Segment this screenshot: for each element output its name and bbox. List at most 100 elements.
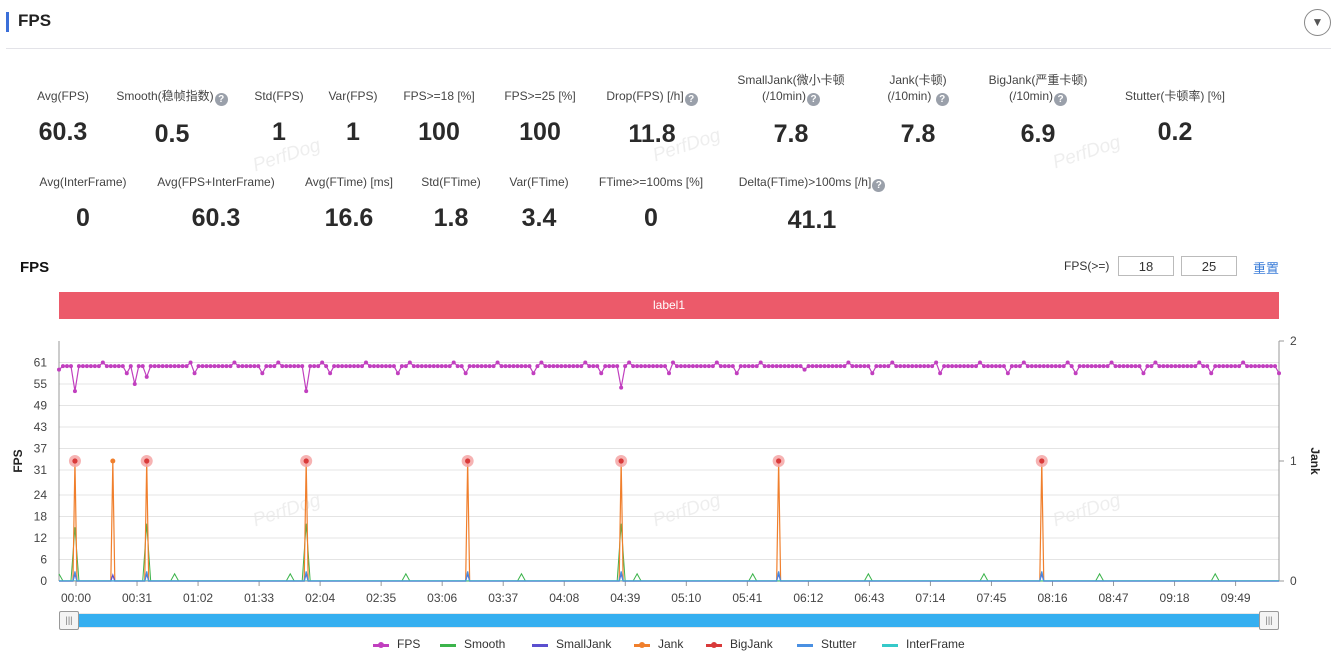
fps-point: [814, 364, 819, 369]
help-icon[interactable]: ?: [935, 93, 949, 106]
fps-point: [794, 364, 799, 369]
metric-avg-interframe: Avg(InterFrame) 0: [30, 174, 136, 233]
metric-value: 7.8: [773, 120, 809, 148]
fps-point: [419, 364, 424, 369]
help-icon[interactable]: ?: [872, 179, 886, 192]
fps-point: [168, 364, 173, 369]
fps-point: [128, 364, 133, 369]
fps-threshold-2-input[interactable]: [1181, 256, 1237, 276]
fps-point: [371, 364, 376, 369]
reset-link[interactable]: 重置: [1253, 261, 1280, 276]
metric-value: 100: [418, 118, 460, 146]
help-icon[interactable]: ?: [1054, 93, 1067, 106]
fps-point: [1277, 371, 1281, 376]
x-tick-label: 03:06: [427, 591, 457, 605]
fps-point: [451, 360, 456, 365]
series-line-jank: [59, 460, 1279, 582]
y-left-tick-label: 49: [34, 398, 48, 412]
fps-point: [256, 364, 261, 369]
x-tick-label: 05:41: [732, 591, 762, 605]
y-right-axis-title: Jank: [1308, 447, 1322, 475]
fps-point: [810, 364, 815, 369]
fps-point: [316, 364, 321, 369]
fps-point: [312, 364, 317, 369]
chevron-down-icon[interactable]: ▼: [1304, 9, 1331, 36]
fps-point: [1109, 360, 1114, 365]
metric-value: 1.8: [433, 204, 469, 232]
metric-value: 100: [519, 118, 561, 146]
fps-point: [862, 364, 867, 369]
fps-point: [587, 364, 592, 369]
fps-point: [180, 364, 185, 369]
fps-point: [886, 364, 891, 369]
fps-point: [324, 364, 329, 369]
fps-point: [292, 364, 297, 369]
y-left-tick-label: 43: [34, 420, 48, 434]
fps-point: [68, 364, 73, 369]
fps-point: [950, 364, 955, 369]
fps-point: [1141, 371, 1146, 376]
slider-right-handle[interactable]: |||: [1259, 611, 1279, 630]
panel-title: FPS: [18, 11, 52, 30]
fps-point: [1013, 364, 1018, 369]
fps-point: [898, 364, 903, 369]
fps-point: [212, 364, 217, 369]
fps-point: [344, 364, 349, 369]
y-left-tick-label: 18: [34, 510, 48, 524]
fps-point: [1121, 364, 1126, 369]
fps-point: [248, 364, 253, 369]
fps-point: [914, 364, 919, 369]
fps-point: [515, 364, 520, 369]
y-left-tick-label: 37: [34, 441, 48, 455]
label-band[interactable]: label1: [59, 292, 1279, 319]
bigjank-point: [618, 458, 624, 464]
fps-point: [1173, 364, 1178, 369]
fps-point: [1237, 364, 1242, 369]
fps-point: [296, 364, 301, 369]
slider-left-handle[interactable]: |||: [59, 611, 79, 630]
fps-point: [1181, 364, 1186, 369]
metric-label: FPS>=18 [%]: [403, 89, 475, 103]
fps-point: [1217, 364, 1222, 369]
fps-point: [1241, 360, 1246, 365]
fps-point: [599, 371, 604, 376]
fps-point: [379, 364, 384, 369]
fps-point: [348, 364, 353, 369]
fps-point: [1193, 364, 1198, 369]
fps-point: [192, 371, 197, 376]
fps-point: [882, 364, 887, 369]
fps-point: [459, 364, 464, 369]
fps-point: [57, 367, 61, 372]
fps-point: [659, 364, 664, 369]
fps-threshold-1-input[interactable]: [1118, 256, 1174, 276]
fps-point: [1097, 364, 1102, 369]
metric-label: Var(FTime): [509, 175, 569, 189]
fps-point: [1021, 360, 1026, 365]
fps-point: [1117, 364, 1122, 369]
x-tick-label: 08:47: [1099, 591, 1129, 605]
slider-selected-range[interactable]: [79, 614, 1259, 627]
metric-value: 16.6: [324, 204, 374, 232]
fps-point: [240, 364, 245, 369]
fps-point: [1257, 364, 1262, 369]
fps-point: [236, 364, 241, 369]
time-range-slider[interactable]: ||| |||: [59, 611, 1279, 630]
fps-point: [1273, 364, 1278, 369]
fps-point: [786, 364, 791, 369]
fps-point: [208, 364, 213, 369]
fps-point: [120, 364, 125, 369]
metric-label: BigJank(严重卡顿): [988, 73, 1088, 87]
metric-value: 0: [76, 204, 90, 232]
fps-point: [288, 364, 293, 369]
fps-point: [806, 364, 811, 369]
x-tick-label: 06:43: [854, 591, 884, 605]
metric-value: 60.3: [191, 204, 241, 232]
help-icon[interactable]: ?: [807, 93, 820, 106]
x-tick-label: 08:16: [1037, 591, 1067, 605]
fps-point: [1209, 371, 1214, 376]
fps-point: [1201, 364, 1206, 369]
help-icon[interactable]: ?: [684, 93, 698, 106]
fps-point: [966, 364, 971, 369]
help-icon[interactable]: ?: [214, 93, 228, 106]
